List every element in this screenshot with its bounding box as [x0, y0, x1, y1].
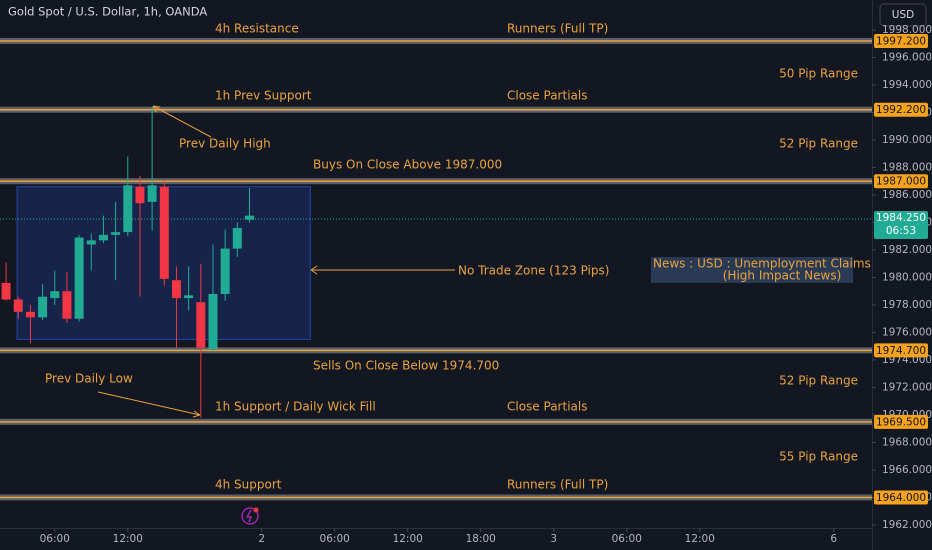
y-tick-label: 1976.000 [882, 326, 932, 338]
arrow-head [192, 410, 201, 418]
y-tick-label: 1980.000 [882, 271, 932, 283]
candle-body [50, 291, 60, 299]
candle-body [220, 248, 230, 294]
y-tick-label: 1978.000 [882, 299, 932, 311]
candle-body [123, 185, 133, 233]
level-tag [874, 174, 928, 189]
y-tick-label: 1998.000 [882, 24, 932, 36]
annotation: 1h Support / Daily Wick Fill [215, 400, 376, 414]
chart-title: Gold Spot / U.S. Dollar, 1h, OANDA [8, 5, 207, 19]
x-tick-label: 06:00 [320, 533, 350, 545]
level-tag [874, 414, 928, 429]
y-tick-label: 1968.000 [882, 436, 932, 448]
y-tick-label: 1986.000 [882, 189, 932, 201]
x-tick-label: 12:00 [393, 533, 423, 545]
news-box [651, 257, 853, 283]
candle-body [147, 185, 157, 202]
arrow-line [152, 105, 212, 138]
candle-body [62, 291, 72, 319]
annotation: 4h Support [215, 478, 282, 492]
annotation: 50 Pip Range [779, 67, 858, 81]
level-tag-label: 1964.000 [876, 492, 926, 504]
event-icon-bolt [245, 509, 253, 523]
y-tick-label: 1962.000 [882, 519, 932, 531]
candle-body [208, 293, 218, 349]
y-tick-label: 1988.000 [882, 161, 932, 173]
level-tag [874, 490, 928, 505]
price-countdown: 06:53 [886, 225, 916, 237]
annotation: Buys On Close Above 1987.000 [313, 158, 502, 172]
currency-button[interactable] [879, 3, 927, 27]
level-tag-label: 1987.000 [876, 176, 926, 188]
x-tick-label: 3 [550, 533, 557, 545]
annotation: Runners (Full TP) [507, 478, 608, 492]
y-tick-label: 1982.000 [882, 244, 932, 256]
candle-body [13, 299, 23, 312]
x-tick-label: 6 [830, 533, 837, 545]
candle-body [196, 302, 206, 348]
price-tag [874, 211, 928, 240]
candle-body [159, 186, 169, 279]
level-tag-label: 1997.200 [876, 35, 926, 47]
level-tag-label: 1992.200 [876, 104, 926, 116]
level-tag-label: 1969.500 [876, 416, 926, 428]
news-text: News : USD : Unemployment Claims [653, 257, 871, 271]
candle-body [135, 186, 145, 204]
annotation: 52 Pip Range [779, 137, 858, 151]
y-tick-label: 1994.000 [882, 79, 932, 91]
candle-body [86, 240, 96, 245]
x-tick-label: 18:00 [466, 533, 496, 545]
event-icon[interactable] [241, 507, 259, 525]
currency-label[interactable]: USD [892, 9, 914, 21]
news-text: (High Impact News) [723, 269, 842, 283]
candle-body [184, 295, 194, 299]
candle-body [1, 282, 11, 300]
y-tick-label: 1972.000 [882, 381, 932, 393]
level-tag [874, 343, 928, 358]
x-tick-label: 06:00 [612, 533, 642, 545]
candle-body [38, 296, 48, 318]
annotation: 4h Resistance [215, 22, 299, 36]
annotation: Close Partials [507, 400, 587, 414]
level-tag [874, 33, 928, 48]
annotation: Sells On Close Below 1974.700 [313, 359, 499, 373]
annotation: No Trade Zone (123 Pips) [458, 264, 609, 278]
arrow-line [97, 391, 201, 416]
candle-body [244, 215, 254, 220]
candle-body [98, 234, 108, 241]
arrow-head [310, 265, 318, 275]
candle-body [232, 227, 242, 249]
annotation: Close Partials [507, 89, 587, 103]
plot-area [0, 37, 872, 501]
annotation: 52 Pip Range [779, 374, 858, 388]
y-tick-label: 1990.000 [882, 134, 932, 146]
event-dot [253, 507, 259, 513]
price-tag-label: 1984.250 [876, 212, 926, 224]
x-tick-label: 12:00 [113, 533, 143, 545]
annotation: 55 Pip Range [779, 450, 858, 464]
level-tag [874, 102, 928, 117]
annotation: Runners (Full TP) [507, 22, 608, 36]
annotation: Prev Daily Low [45, 372, 133, 386]
x-tick-label: 12:00 [685, 533, 715, 545]
candle-body [74, 237, 84, 319]
arrow-head [152, 105, 161, 113]
annotation: Prev Daily High [179, 137, 271, 151]
candle-body [111, 232, 121, 235]
x-tick-label: 06:00 [40, 533, 70, 545]
candle-body [171, 280, 181, 299]
x-tick-label: 2 [258, 533, 265, 545]
candle-body [25, 311, 35, 318]
annotation: 1h Prev Support [215, 89, 312, 103]
level-tag-label: 1974.700 [876, 345, 926, 357]
y-tick-label: 1966.000 [882, 464, 932, 476]
y-tick-label: 1996.000 [882, 51, 932, 63]
